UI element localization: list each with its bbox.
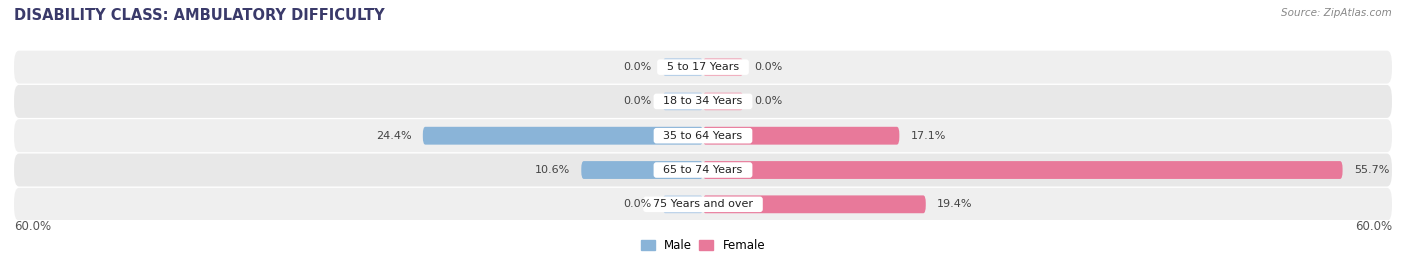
FancyBboxPatch shape	[662, 195, 703, 213]
Text: 60.0%: 60.0%	[1355, 220, 1392, 233]
Text: 65 to 74 Years: 65 to 74 Years	[657, 165, 749, 175]
FancyBboxPatch shape	[581, 161, 703, 179]
Text: 18 to 34 Years: 18 to 34 Years	[657, 96, 749, 106]
FancyBboxPatch shape	[703, 127, 900, 145]
FancyBboxPatch shape	[14, 154, 1392, 187]
Text: 0.0%: 0.0%	[755, 96, 783, 106]
Text: 10.6%: 10.6%	[534, 165, 569, 175]
Text: 0.0%: 0.0%	[623, 62, 651, 72]
Text: 0.0%: 0.0%	[623, 199, 651, 209]
Text: 5 to 17 Years: 5 to 17 Years	[659, 62, 747, 72]
Text: 55.7%: 55.7%	[1354, 165, 1389, 175]
FancyBboxPatch shape	[14, 85, 1392, 118]
Legend: Male, Female: Male, Female	[636, 234, 770, 257]
Text: 60.0%: 60.0%	[14, 220, 51, 233]
FancyBboxPatch shape	[662, 58, 703, 76]
Text: 0.0%: 0.0%	[755, 62, 783, 72]
FancyBboxPatch shape	[423, 127, 703, 145]
Text: 24.4%: 24.4%	[375, 131, 412, 141]
Text: Source: ZipAtlas.com: Source: ZipAtlas.com	[1281, 8, 1392, 18]
Text: 0.0%: 0.0%	[623, 96, 651, 106]
Text: 35 to 64 Years: 35 to 64 Years	[657, 131, 749, 141]
Text: 19.4%: 19.4%	[938, 199, 973, 209]
FancyBboxPatch shape	[703, 58, 744, 76]
FancyBboxPatch shape	[703, 195, 925, 213]
Text: 75 Years and over: 75 Years and over	[645, 199, 761, 209]
FancyBboxPatch shape	[14, 119, 1392, 152]
FancyBboxPatch shape	[703, 161, 1343, 179]
FancyBboxPatch shape	[662, 92, 703, 110]
FancyBboxPatch shape	[703, 92, 744, 110]
FancyBboxPatch shape	[14, 51, 1392, 84]
FancyBboxPatch shape	[14, 188, 1392, 221]
Text: 17.1%: 17.1%	[911, 131, 946, 141]
Text: DISABILITY CLASS: AMBULATORY DIFFICULTY: DISABILITY CLASS: AMBULATORY DIFFICULTY	[14, 8, 385, 23]
